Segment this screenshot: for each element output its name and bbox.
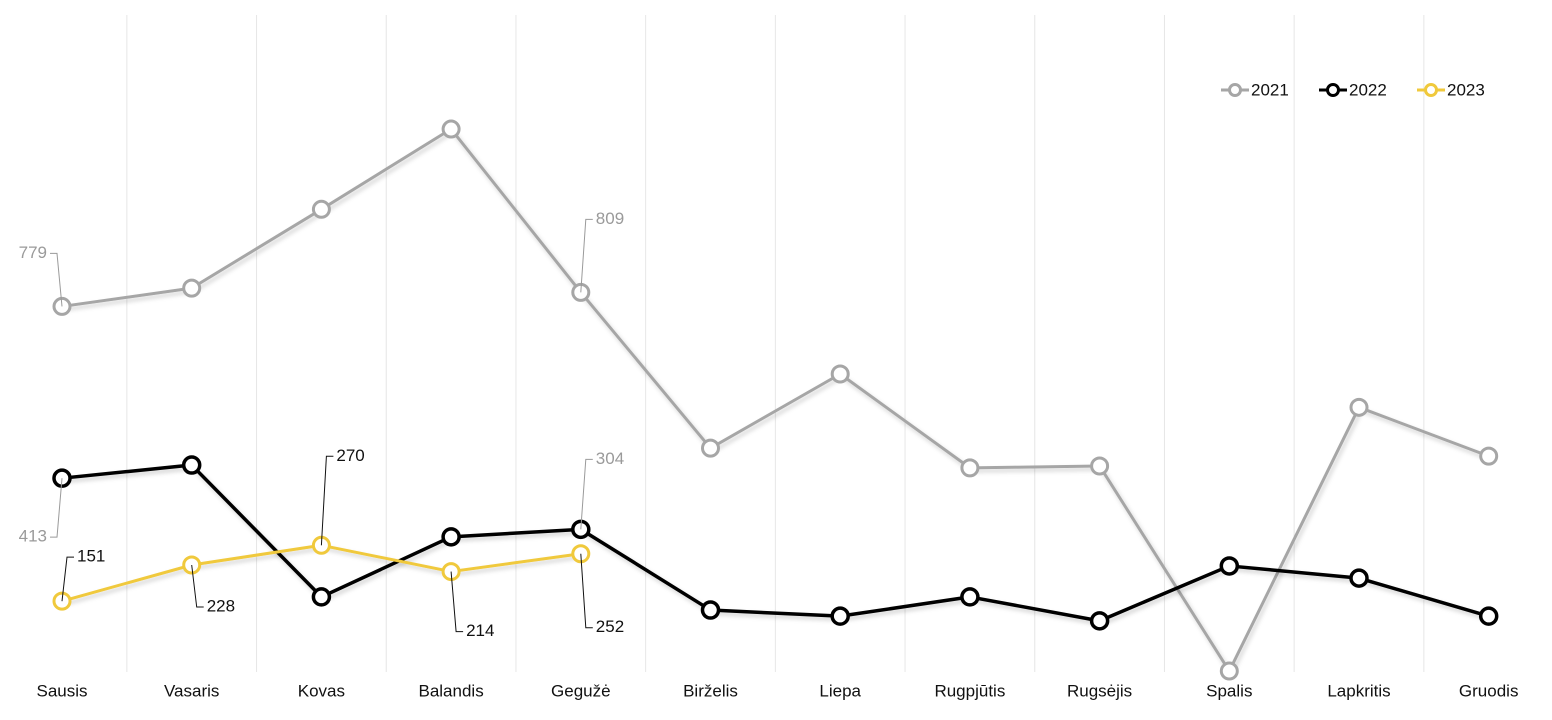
data-label: 252 [596,617,624,636]
x-tick-label: Rugsėjis [1067,681,1132,700]
point [311,199,331,219]
data-label: 214 [466,621,494,640]
x-tick-label: Spalis [1206,681,1252,700]
data-label: 228 [207,596,235,615]
series: 151 228 270 214 252 [52,446,624,640]
point [1478,606,1499,626]
x-tick-label: Liepa [819,681,861,700]
label-leader [580,553,593,629]
legend-item: 2022 [1319,80,1387,99]
label-leader [191,564,204,608]
point [181,455,202,475]
x-tick-label: Birželis [683,681,738,700]
point [1349,568,1369,588]
x-tick-label: Sausis [36,681,87,700]
label-leader [580,218,593,293]
point [1090,456,1110,476]
series: 779 809 [19,119,1499,681]
x-tick-label: Kovas [298,681,345,700]
legend-item: 2021 [1221,80,1289,99]
data-label: 779 [19,243,47,262]
legend-label: 2021 [1251,80,1289,99]
data-label: 270 [336,446,364,465]
data-label: 413 [19,527,47,546]
point [830,606,850,626]
point [1349,397,1369,417]
legend-item: 2023 [1417,80,1485,99]
x-tick-label: Rugpjūtis [934,681,1005,700]
x-tick-label: Lapkritis [1327,681,1390,700]
point [441,527,461,547]
legend-marker [1424,83,1438,97]
legend-marker [1326,83,1340,97]
point [1219,556,1240,576]
x-tick-label: Gruodis [1459,681,1519,700]
point [182,278,202,298]
point [700,600,721,620]
point [441,119,461,139]
data-label: 151 [77,547,105,566]
point [1219,661,1239,681]
line [61,463,1490,623]
label-leader [50,478,63,538]
point [830,364,850,384]
point [960,587,980,607]
point [1479,446,1499,466]
data-label: 304 [596,449,624,468]
x-tick-label: Gegužė [551,681,611,700]
point [1089,611,1110,631]
point [701,438,720,458]
legend-label: 2022 [1349,80,1387,99]
data-label: 809 [596,209,624,228]
x-tick-label: Vasaris [164,681,219,700]
legend-label: 2023 [1447,80,1485,99]
label-leader [61,556,74,602]
x-tick-label: Balandis [418,681,483,700]
label-leader [320,455,334,546]
label-leader [450,571,464,633]
point [311,587,332,607]
point [960,458,980,478]
label-leader [50,252,63,307]
label-leader [580,458,593,530]
legend-marker [1228,83,1242,97]
line [61,127,1490,673]
series: 413 304 [19,449,1499,631]
